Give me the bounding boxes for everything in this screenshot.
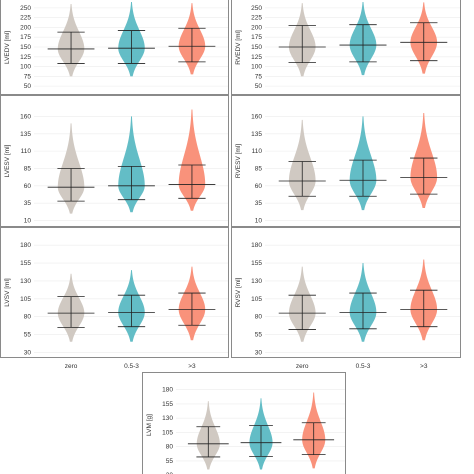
y-tick-label: 180 xyxy=(162,387,173,394)
y-tick-label: 175 xyxy=(20,34,31,41)
y-tick-label: 225 xyxy=(20,15,31,22)
y-tick-label: 225 xyxy=(251,15,262,22)
violin-gt3 xyxy=(178,109,206,211)
y-tick-label: 105 xyxy=(251,296,262,303)
y-tick-label: 80 xyxy=(24,314,32,321)
panel-lvsv: 30 55 80 105 130 155 180 LVSV [ml] zero 0.5-3 >3 xyxy=(0,227,229,370)
plot-area xyxy=(34,2,229,87)
y-tick-label: 30 xyxy=(255,349,263,356)
x-tick-label: 0.5-3 xyxy=(356,363,371,370)
y-tick-label: 130 xyxy=(162,415,173,422)
plot-area xyxy=(265,112,461,221)
y-tick-label: 160 xyxy=(20,113,31,120)
plot-area xyxy=(265,2,461,87)
y-tick-label: 105 xyxy=(162,429,173,436)
y-tick-label: 175 xyxy=(251,34,262,41)
y-tick-label: 135 xyxy=(251,131,262,138)
y-tick-label: 155 xyxy=(251,260,262,267)
panel-rvsv: 30 55 80 105 130 155 180 RVSV [ml] zero 0.5-3 >3 xyxy=(231,227,461,370)
y-tick-label: 200 xyxy=(251,24,262,31)
y-tick-label: 160 xyxy=(251,113,262,120)
panel-frame xyxy=(231,95,461,227)
y-tick-label: 35 xyxy=(24,200,32,207)
panel-frame xyxy=(231,0,461,95)
y-tick-label: 30 xyxy=(24,349,32,356)
y-tick-label: 125 xyxy=(251,54,262,61)
plot-area xyxy=(34,109,229,221)
y-tick-label: 75 xyxy=(24,73,32,80)
y-tick-label: 105 xyxy=(20,296,31,303)
panel-frame xyxy=(231,227,461,358)
y-tick-label: 110 xyxy=(21,148,32,155)
y-tick-label: 135 xyxy=(20,131,31,138)
y-tick-label: 85 xyxy=(24,165,32,172)
panel-lvm: 30 55 80 105 130 155 180 LVM [g] xyxy=(142,372,346,474)
y-tick-label: 250 xyxy=(20,5,31,12)
x-tick-label: zero xyxy=(65,363,78,370)
y-tick-label: 100 xyxy=(20,64,31,71)
y-tick-label: 80 xyxy=(166,444,174,451)
y-axis-label: LVM [g] xyxy=(146,414,153,436)
y-tick-label: 80 xyxy=(255,314,263,321)
y-tick-label: 85 xyxy=(255,165,263,172)
x-tick-label: >3 xyxy=(420,363,428,370)
panel-rvedv: 50 75 100 125 150 175 200 225 250 RVEDV [ml] xyxy=(231,0,461,95)
y-tick-label: 150 xyxy=(251,44,262,51)
y-tick-label: 10 xyxy=(255,218,263,225)
plot-area xyxy=(34,244,229,353)
y-axis-label: LVSV [ml] xyxy=(4,278,11,307)
panel-frame xyxy=(0,227,229,358)
y-tick-label: 30 xyxy=(166,472,174,474)
y-axis-label: RVEDV [ml] xyxy=(235,30,242,65)
y-tick-label: 130 xyxy=(251,278,262,285)
x-tick-label: >3 xyxy=(188,363,196,370)
y-tick-label: 75 xyxy=(255,73,263,80)
plot-area xyxy=(176,389,346,470)
y-tick-label: 50 xyxy=(255,83,263,90)
y-tick-label: 60 xyxy=(24,183,32,190)
y-tick-label: 100 xyxy=(251,64,262,71)
y-tick-label: 200 xyxy=(20,24,31,31)
y-axis-label: RVESV [ml] xyxy=(235,144,242,178)
y-tick-label: 250 xyxy=(251,5,262,12)
y-tick-label: 35 xyxy=(255,200,263,207)
y-axis-label: RVSV [ml] xyxy=(235,277,242,307)
y-tick-label: 150 xyxy=(20,44,31,51)
y-tick-label: 110 xyxy=(252,148,263,155)
panel-lvesv: 10 35 60 85 110 135 160 LVESV [ml] xyxy=(0,95,229,227)
y-tick-label: 60 xyxy=(255,183,263,190)
y-axis-label: LVESV [ml] xyxy=(4,144,11,177)
y-tick-label: 155 xyxy=(162,401,173,408)
panel-rvesv: 10 35 60 85 110 135 160 RVESV [ml] xyxy=(231,95,461,227)
y-tick-label: 180 xyxy=(251,242,262,249)
x-tick-label: zero xyxy=(296,363,309,370)
y-tick-label: 180 xyxy=(20,242,31,249)
y-axis-label: LVEDV [ml] xyxy=(4,31,11,64)
panel-frame xyxy=(0,0,229,95)
panel-frame xyxy=(142,372,346,474)
y-tick-label: 50 xyxy=(24,83,32,90)
y-tick-label: 55 xyxy=(24,332,32,339)
y-tick-label: 55 xyxy=(255,332,263,339)
panel-lvedv: 50 75 100 125 150 175 200 225 250 LVEDV [ml] xyxy=(0,0,229,95)
y-tick-label: 155 xyxy=(20,260,31,267)
plot-area xyxy=(265,244,461,353)
violin-0_5-3 xyxy=(118,116,145,213)
y-tick-label: 55 xyxy=(166,458,174,465)
y-tick-label: 130 xyxy=(20,278,31,285)
panel-frame xyxy=(0,95,229,227)
y-tick-label: 10 xyxy=(24,218,32,225)
y-tick-label: 125 xyxy=(20,54,31,61)
x-tick-label: 0.5-3 xyxy=(124,363,139,370)
